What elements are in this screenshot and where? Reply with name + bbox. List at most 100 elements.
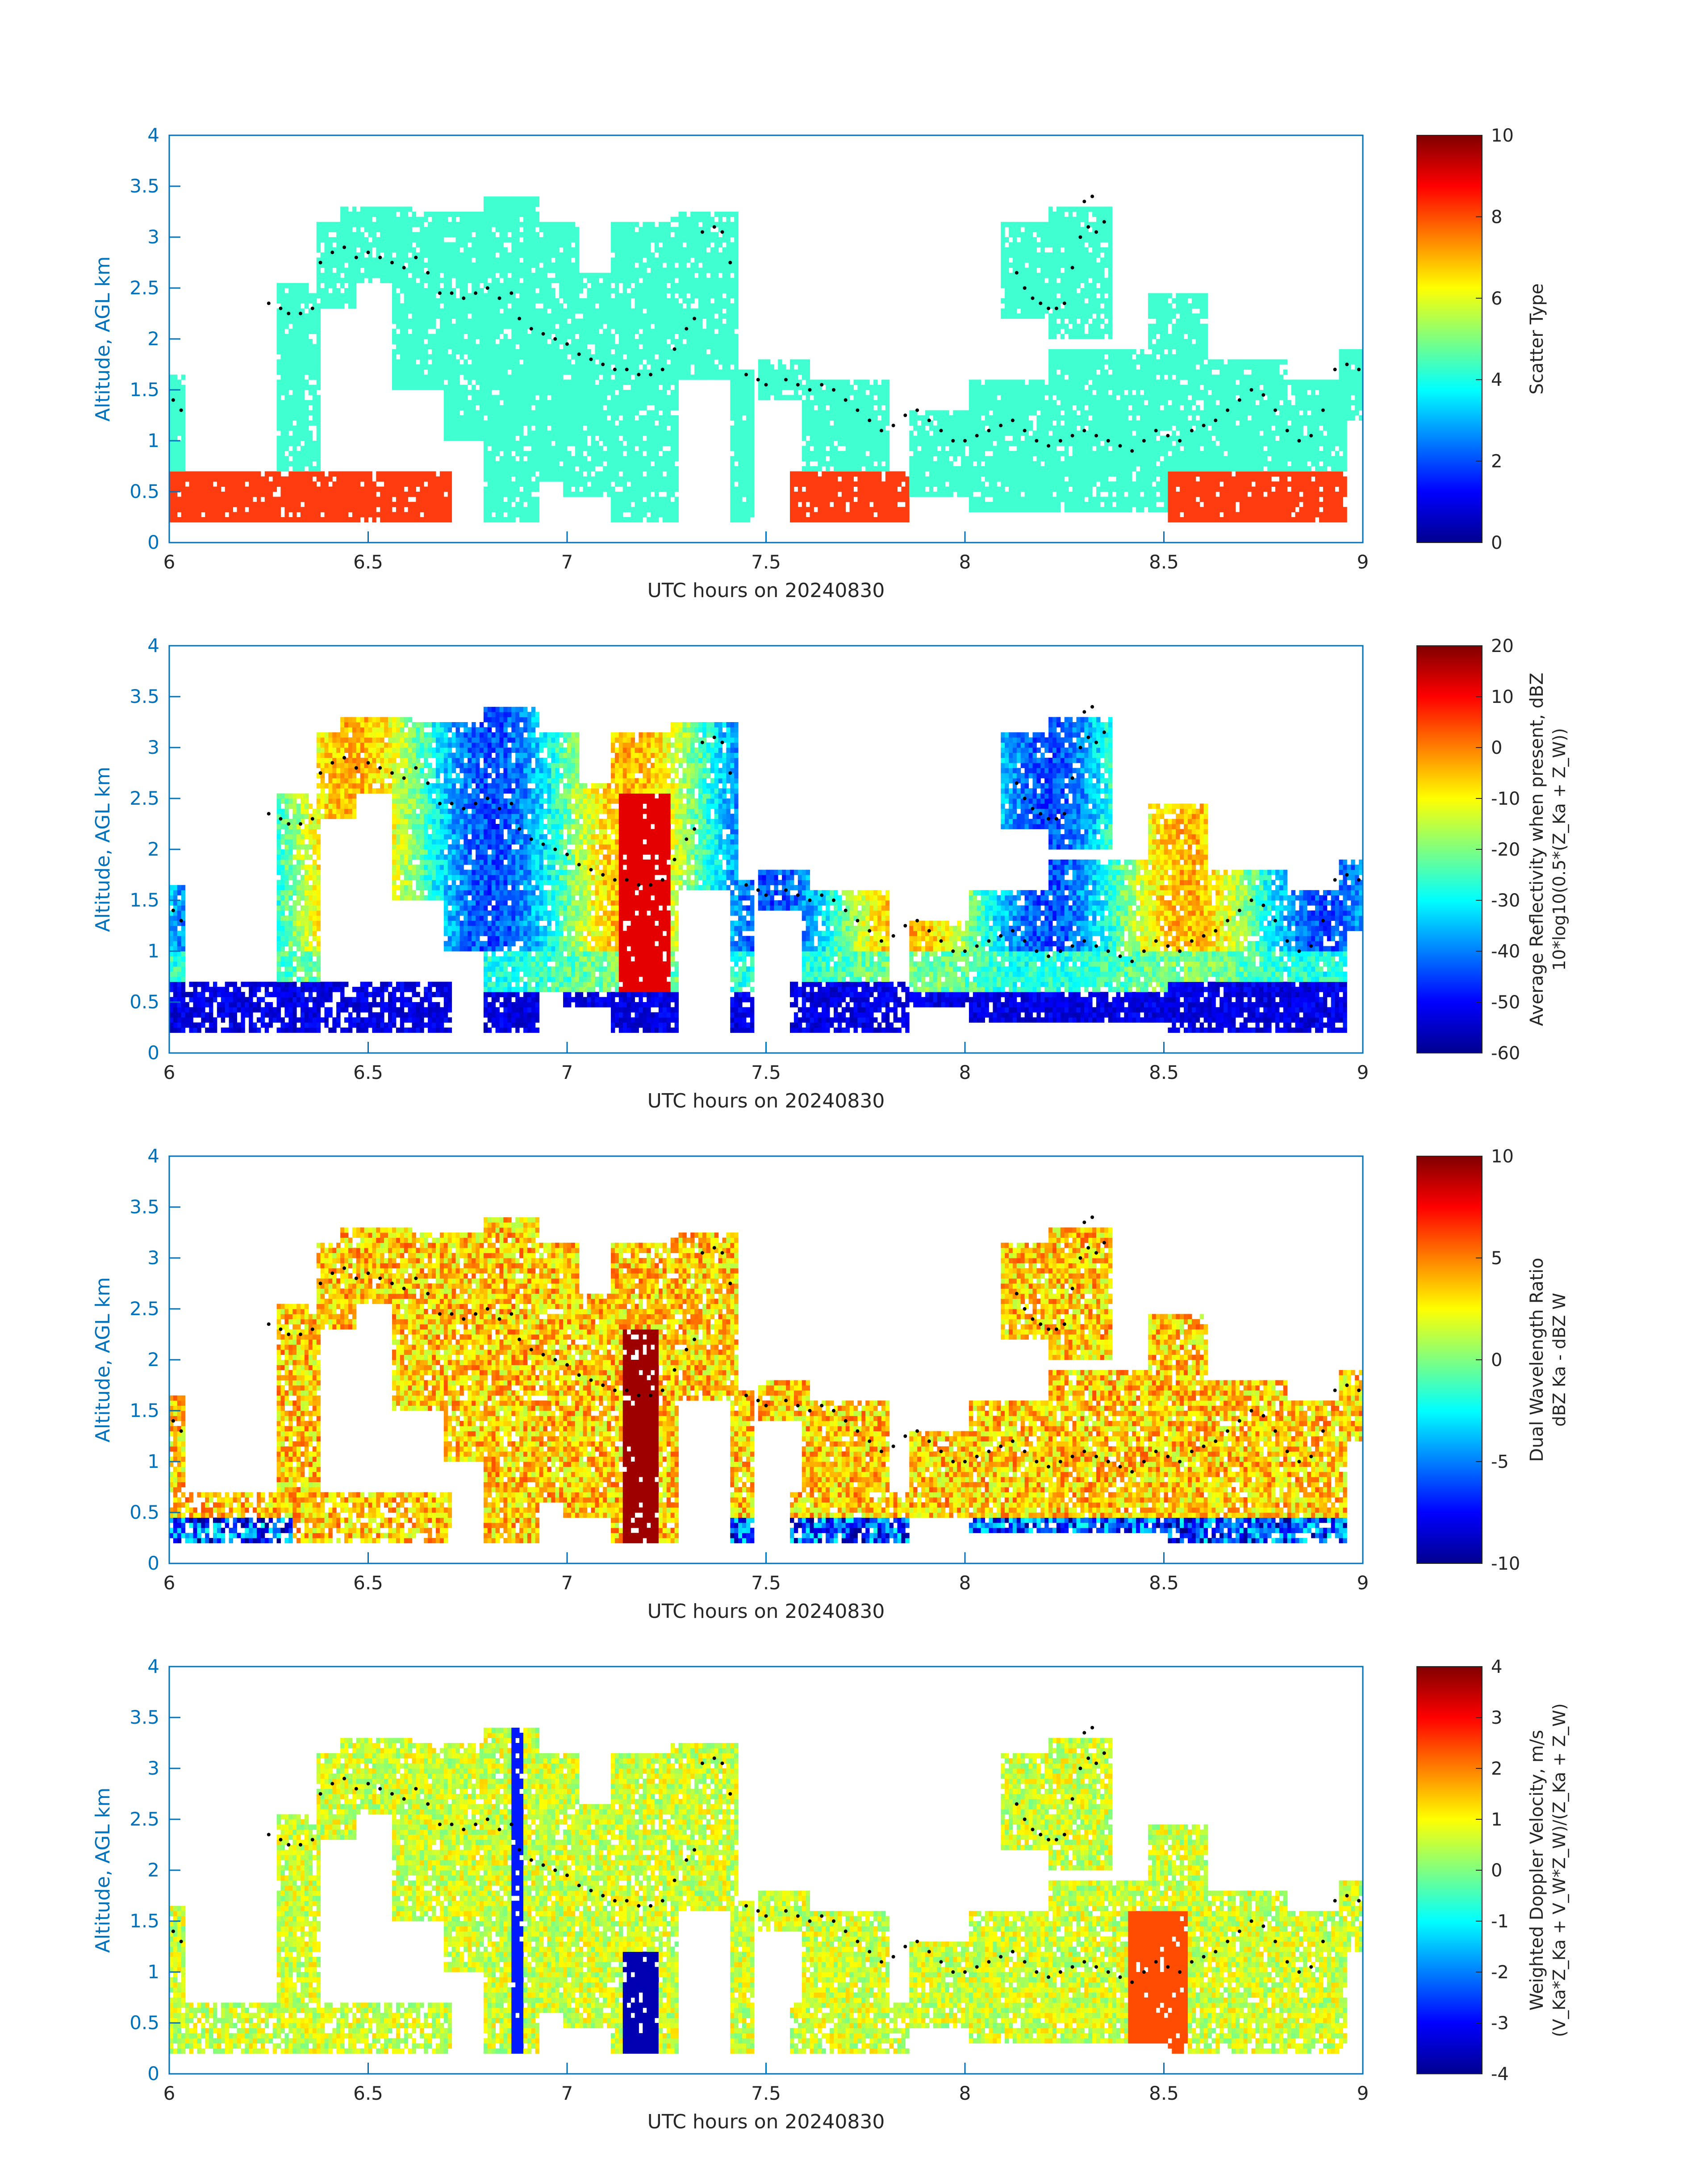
heatmap-cell [603,380,607,385]
heatmap-cell [380,232,384,238]
heatmap-cell [531,380,536,385]
heatmap-cell [507,267,512,273]
heatmap-cell [622,293,627,299]
heatmap-cell [487,267,492,273]
heatmap-cell [503,374,508,380]
heatmap-cell [459,369,464,375]
heatmap-cell [205,507,209,513]
heatmap-cell [205,501,209,507]
heatmap-cell [217,486,221,492]
heatmap-cell [316,242,321,248]
heatmap-cell [301,415,305,421]
heatmap-cell [511,272,516,278]
heatmap-cell [655,318,659,324]
heatmap-cell [308,517,313,522]
heatmap-cell [480,425,484,431]
heatmap-cell [599,415,603,421]
heatmap-cell [622,369,627,375]
heatmap-cell [690,339,695,344]
heatmap-cell [702,344,707,350]
heatmap-cell [603,466,607,472]
heatmap-cell [563,492,568,497]
heatmap-cell [527,349,532,355]
heatmap-cell [567,221,572,227]
heatmap-cell [515,512,520,518]
heatmap-cell [666,501,671,507]
heatmap-cell [555,237,560,242]
heatmap-cell [674,313,679,319]
heatmap-cell [706,252,711,258]
heatmap-cell [614,517,619,522]
heatmap-cell [428,380,432,385]
heatmap-cell [603,435,607,441]
heatmap-cell [181,435,186,441]
heatmap-cell [229,476,233,482]
heatmap-cell [288,507,293,513]
heatmap-cell [316,501,321,507]
heatmap-cell [686,359,691,365]
heatmap-cell [519,329,524,334]
heatmap-cell [340,471,345,477]
heatmap-cell [507,288,512,293]
heatmap-cell [491,354,496,360]
heatmap-cell [618,252,623,258]
heatmap-cell [527,364,532,370]
heatmap-cell [583,441,587,446]
heatmap-cell [611,405,615,411]
heatmap-cell [312,344,317,350]
heatmap-cell [702,298,707,304]
heatmap-cell [392,267,397,273]
heatmap-cell [690,227,695,233]
heatmap-cell [607,441,611,446]
heatmap-cell [209,497,213,502]
heatmap-cell [412,344,416,350]
heatmap-cell [284,461,289,467]
heatmap-cell [173,441,178,446]
heatmap-cell [710,349,715,355]
heatmap-cell [455,221,460,227]
heatmap-cell [400,344,405,350]
heatmap-cell [189,486,193,492]
heatmap-cell [551,237,555,242]
heatmap-cell [352,486,357,492]
heatmap-cell [651,435,655,441]
heatmap-cell [670,247,675,253]
heatmap-cell [503,308,508,314]
heatmap-cell [519,395,524,401]
heatmap-cell [559,257,564,263]
heatmap-cell [583,400,587,405]
heatmap-cell [499,257,504,263]
heatmap-cell [639,466,643,472]
heatmap-cell [495,497,500,502]
heatmap-cell [567,456,572,462]
heatmap-cell [447,497,452,502]
heatmap-cell [436,329,440,334]
heatmap-cell [491,497,496,502]
heatmap-cell [622,323,627,329]
heatmap-cell [678,339,683,344]
heatmap-cell [575,369,580,375]
heatmap-cell [543,247,547,253]
heatmap-cell [177,456,182,462]
heatmap-cell [288,288,293,293]
heatmap-cell [567,410,572,416]
heatmap-cell [611,471,615,477]
heatmap-cell [436,313,440,319]
heatmap-cell [622,374,627,380]
heatmap-cell [284,374,289,380]
heatmap-cell [476,257,480,263]
heatmap-cell [288,481,293,487]
heatmap-cell [360,212,365,217]
heatmap-cell [499,435,504,441]
heatmap-cell [583,390,587,395]
heatmap-cell [288,334,293,339]
heatmap-cell [304,456,309,462]
heatmap-cell [424,323,428,329]
heatmap-cell [579,303,584,309]
heatmap-cell [531,517,536,522]
heatmap-cell [416,323,420,329]
heatmap-cell [583,298,587,304]
heatmap-cell [666,517,671,522]
heatmap-cell [655,390,659,395]
heatmap-cell [436,380,440,385]
